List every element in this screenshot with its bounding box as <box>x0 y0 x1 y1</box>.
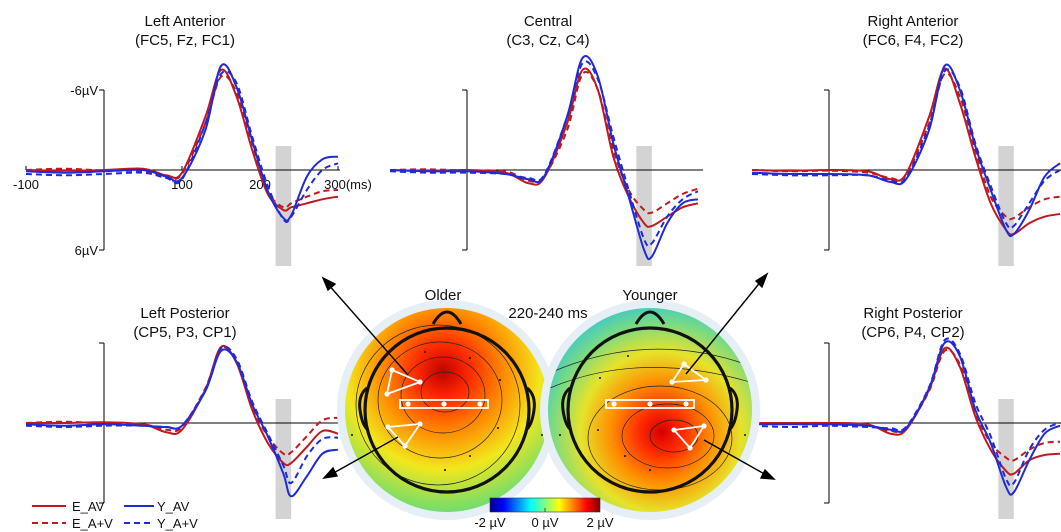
topomap-younger-label: Younger <box>622 287 677 304</box>
erp-panel-1 <box>389 55 703 266</box>
topomap-older-contour <box>400 356 486 434</box>
topomap-younger-head <box>566 326 734 494</box>
topomap-older-cluster-left-posterior <box>386 422 422 448</box>
series-line-y_a+v <box>389 60 699 248</box>
arrow-head-right-posterior <box>759 468 776 480</box>
series-line-e_a+v <box>751 72 1061 221</box>
colorbar-tick-max: 2 µV <box>586 515 613 530</box>
panel-subtitle-right-anterior: (FC6, F4, FC2) <box>863 32 964 49</box>
topomap-younger-contour <box>621 403 715 469</box>
colorbar-tick-zero: 0 µV <box>531 515 558 530</box>
panel-title-right-anterior: Right Anterior <box>868 13 959 30</box>
arrow-left-posterior <box>329 436 399 476</box>
x-tick-label: 300(ms) <box>324 177 372 192</box>
panel-title-central: Central <box>524 13 572 30</box>
arrow-left-anterior <box>326 282 409 376</box>
topomap-older-electrodes <box>384 367 483 449</box>
panel-titles: Left Anterior (FC5, Fz, FC1) Central (C3… <box>133 13 964 341</box>
y-tick-label-top: -6µV <box>70 83 98 98</box>
legend-label-y-av: Y_AV <box>157 499 190 514</box>
topomap-older-contour <box>355 324 521 486</box>
time-window-shade <box>998 399 1014 519</box>
panel-subtitle-left-posterior: (CP5, P3, CP1) <box>133 324 236 341</box>
panel-subtitle-right-posterior: (CP6, P4, CP2) <box>861 324 964 341</box>
topomap-younger-sensors <box>559 355 746 471</box>
topomap-older-contour <box>420 371 470 413</box>
topomap-younger-nose <box>634 310 666 325</box>
series-line-e_av <box>751 67 1061 236</box>
panel-title-left-anterior: Left Anterior <box>145 13 226 30</box>
series-line-y_a+v <box>25 70 339 224</box>
topomap-younger-cluster-right-anterior <box>670 362 709 384</box>
series-line-y_av <box>25 63 339 222</box>
arrows <box>321 272 776 480</box>
series-line-y_av <box>389 55 699 261</box>
time-window-shade <box>275 146 292 266</box>
colorbar: -2 µV 0 µV 2 µV <box>474 497 614 530</box>
legend-label-y-a+v: Y_A+V <box>157 516 198 531</box>
legend: E_AV Y_AV E_A+V Y_A+V <box>32 499 198 531</box>
series-line-y_av <box>751 63 1061 238</box>
arrow-head-left-anterior <box>321 276 337 292</box>
erp-panel-2 <box>751 63 1061 266</box>
series-line-y_a+v <box>751 337 1061 487</box>
legend-label-e-av: E_AV <box>72 499 105 514</box>
panel-subtitle-central: (C3, Cz, C4) <box>506 32 589 49</box>
erp-panel-4 <box>751 337 1061 519</box>
time-window-label: 220-240 ms <box>508 305 587 322</box>
arrow-head-left-posterior <box>322 466 339 479</box>
topomap-older-nose <box>431 310 463 325</box>
topomap-younger-ear-right <box>727 386 739 432</box>
topomap-older-head <box>363 326 531 494</box>
arrow-right-posterior <box>703 439 769 477</box>
series-line-e_a+v <box>389 70 699 215</box>
topomap-younger-electrodes <box>611 361 709 451</box>
y-tick-label-bottom: 6µV <box>75 243 99 258</box>
series-line-y_av <box>25 348 339 498</box>
panel-title-left-posterior: Left Posterior <box>140 305 229 322</box>
topomap-younger <box>540 300 760 520</box>
arrow-head-right-anterior <box>754 272 769 289</box>
legend-label-e-a+v: E_A+V <box>72 516 113 531</box>
topomap-older-cluster-central <box>399 399 489 409</box>
panel-subtitle-left-anterior: (FC5, Fz, FC1) <box>135 32 235 49</box>
topomap-younger-field <box>548 308 752 512</box>
panel-title-right-posterior: Right Posterior <box>863 305 962 322</box>
topomap-older-ear-left <box>358 386 370 432</box>
series-line-e_av <box>389 67 699 228</box>
colorbar-tick-min: -2 µV <box>474 515 506 530</box>
topomap-older-contour <box>377 341 503 459</box>
topomap-younger-cluster-central <box>605 399 695 409</box>
topomap-younger-ear-left <box>561 386 573 432</box>
series-line-e_a+v <box>25 74 339 209</box>
topomap-older-ear-right <box>524 386 536 432</box>
topomap-younger-contour <box>551 348 749 373</box>
x-tick-label: -100 <box>13 177 39 192</box>
topomap-younger-cluster-right-posterior <box>672 424 706 450</box>
erp-panel-3 <box>25 342 340 519</box>
series-line-y_av <box>752 340 1061 496</box>
series-line-y_a+v <box>25 345 339 485</box>
time-window-shade <box>998 146 1014 266</box>
series-line-y_a+v <box>751 68 1061 230</box>
topomap-older-sensors <box>351 351 543 471</box>
topomap-older <box>337 300 557 520</box>
topomap-older-label: Older <box>425 287 462 304</box>
topomap-older-cluster-left-anterior <box>385 368 423 396</box>
arrow-right-anterior <box>685 279 763 375</box>
series-line-e_a+v <box>751 348 1061 462</box>
